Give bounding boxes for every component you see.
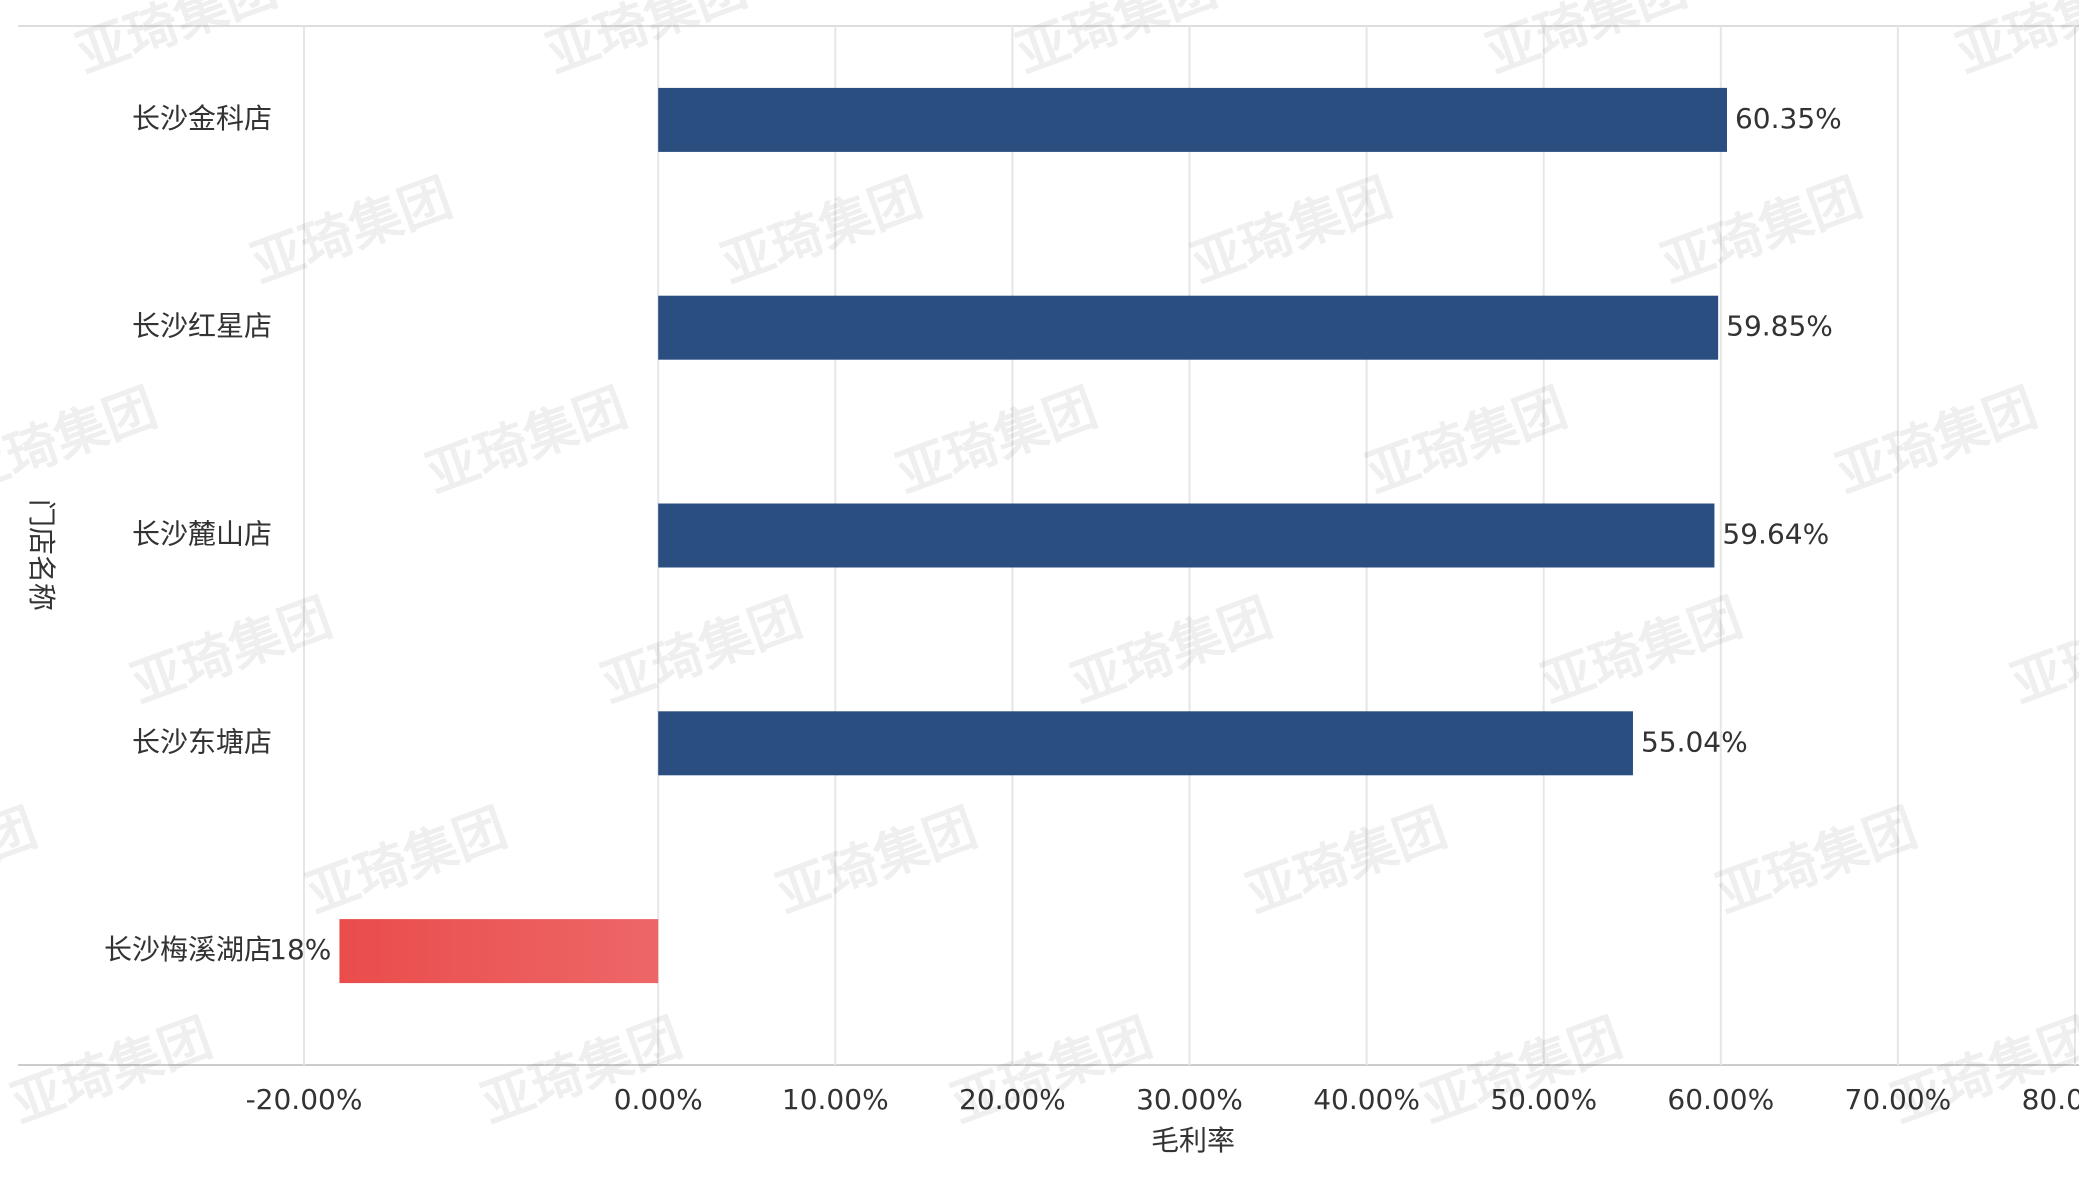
watermark: 亚琦集团 xyxy=(1414,1008,1630,1136)
watermark: 亚琦集团 xyxy=(1829,378,2045,506)
bar xyxy=(339,919,659,984)
watermark: 亚琦集团 xyxy=(714,168,930,296)
value-label: 18% xyxy=(269,933,331,966)
watermark: 亚琦集团 xyxy=(4,1008,220,1136)
watermark: 亚琦集团 xyxy=(1359,378,1575,506)
watermark: 亚琦集团 xyxy=(1654,168,1870,296)
watermark: 亚琦集团 xyxy=(0,378,165,506)
watermark: 亚琦集团 xyxy=(944,1008,1160,1136)
watermark: 亚琦集团 xyxy=(539,0,755,85)
value-label: 59.85% xyxy=(1726,310,1833,343)
watermark: 亚琦集团 xyxy=(769,798,985,926)
x-tick-label: 40.00% xyxy=(1313,1083,1420,1116)
x-tick-label: 20.00% xyxy=(959,1083,1066,1116)
watermark: 亚琦集团 xyxy=(124,588,340,716)
x-tick-label: -20.00% xyxy=(246,1083,363,1116)
y-tick-label: 长沙金科店 xyxy=(132,102,272,135)
y-tick-label: 长沙红星店 xyxy=(132,310,272,343)
x-axis-title: 毛利率 xyxy=(1151,1124,1235,1157)
watermark: 亚琦集团 xyxy=(1009,0,1225,85)
watermark: 亚琦集团 xyxy=(594,588,810,716)
watermark: 亚琦集团 xyxy=(0,798,45,926)
watermark: 亚琦集团 xyxy=(299,798,515,926)
watermark: 亚琦集团 xyxy=(2004,588,2079,716)
watermark: 亚琦集团 xyxy=(1064,588,1280,716)
watermark: 亚琦集团 xyxy=(1534,588,1750,716)
watermark: 亚琦集团 xyxy=(1479,0,1695,85)
watermark: 亚琦集团 xyxy=(474,1008,690,1136)
bar xyxy=(658,87,1727,152)
value-label: 60.35% xyxy=(1735,102,1842,135)
y-tick-label: 长沙梅溪湖店 xyxy=(104,933,272,966)
watermark: 亚琦集团 xyxy=(419,378,635,506)
x-tick-label: 30.00% xyxy=(1136,1083,1243,1116)
y-tick-label: 长沙东塘店 xyxy=(132,725,272,758)
watermark: 亚琦集团 xyxy=(244,168,460,296)
watermark: 亚琦集团 xyxy=(1949,0,2079,85)
bar xyxy=(658,503,1715,568)
watermark: 亚琦集团 xyxy=(69,0,285,85)
bar xyxy=(658,711,1633,776)
watermark: 亚琦集团 xyxy=(1239,798,1455,926)
x-tick-label: 70.00% xyxy=(1845,1083,1952,1116)
bar xyxy=(658,295,1719,360)
x-tick-label: 50.00% xyxy=(1490,1083,1597,1116)
y-axis-title: 门店名称 xyxy=(25,499,58,611)
x-tick-label: 0.00% xyxy=(614,1083,703,1116)
x-tick-label: 80.00% xyxy=(2022,1083,2079,1116)
x-tick-label: 60.00% xyxy=(1667,1083,1774,1116)
y-tick-label: 长沙麓山店 xyxy=(132,518,272,551)
value-label: 55.04% xyxy=(1641,725,1748,758)
watermark: 亚琦集团 xyxy=(1709,798,1925,926)
x-tick-label: 10.00% xyxy=(782,1083,889,1116)
value-label: 59.64% xyxy=(1722,518,1829,551)
watermark: 亚琦集团 xyxy=(1884,1008,2079,1136)
watermark: 亚琦集团 xyxy=(889,378,1105,506)
